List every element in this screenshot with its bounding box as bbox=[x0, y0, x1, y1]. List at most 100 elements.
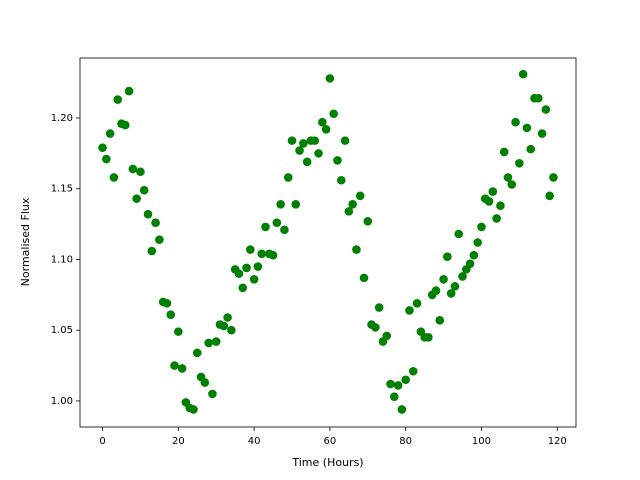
point bbox=[390, 392, 399, 402]
point bbox=[310, 136, 320, 145]
point bbox=[192, 348, 202, 358]
point bbox=[280, 225, 289, 235]
point bbox=[518, 69, 528, 79]
point bbox=[355, 191, 365, 201]
point bbox=[318, 117, 327, 127]
point bbox=[325, 74, 335, 83]
x-tick-label: 60 bbox=[324, 436, 337, 447]
point bbox=[128, 164, 138, 174]
point bbox=[344, 207, 354, 216]
point bbox=[272, 218, 282, 227]
point bbox=[109, 173, 119, 182]
point bbox=[238, 283, 248, 293]
y-tick-label: 1.15 bbox=[51, 184, 73, 195]
point bbox=[492, 214, 501, 223]
point bbox=[352, 245, 361, 254]
point bbox=[261, 222, 270, 232]
point bbox=[242, 263, 251, 273]
x-tick-label: 20 bbox=[172, 436, 185, 447]
point bbox=[401, 375, 410, 385]
point bbox=[424, 332, 433, 342]
point bbox=[382, 331, 392, 341]
point bbox=[105, 129, 115, 138]
point bbox=[507, 180, 517, 189]
point bbox=[143, 209, 153, 219]
point bbox=[484, 197, 494, 206]
y-axis-label: Normalised Flux bbox=[19, 197, 32, 286]
point bbox=[348, 199, 357, 209]
point bbox=[549, 173, 558, 182]
point bbox=[465, 259, 475, 269]
point bbox=[408, 366, 418, 376]
point bbox=[503, 173, 513, 182]
point bbox=[511, 117, 520, 127]
point bbox=[249, 274, 259, 284]
point bbox=[371, 323, 380, 332]
point bbox=[458, 272, 467, 281]
point bbox=[200, 378, 210, 387]
point bbox=[189, 405, 198, 414]
point bbox=[287, 136, 297, 145]
point bbox=[363, 216, 373, 226]
point bbox=[329, 109, 338, 119]
point bbox=[488, 187, 498, 196]
x-axis-label: Time (Hours) bbox=[291, 456, 363, 469]
point bbox=[98, 143, 107, 153]
x-tick-label: 120 bbox=[548, 436, 567, 447]
point bbox=[120, 120, 130, 130]
point bbox=[219, 321, 229, 331]
point bbox=[227, 325, 236, 335]
point bbox=[333, 156, 342, 165]
y-tick-label: 1.20 bbox=[51, 113, 73, 124]
point bbox=[454, 229, 464, 239]
point bbox=[314, 149, 323, 158]
point bbox=[541, 105, 551, 114]
point bbox=[499, 147, 509, 157]
x-tick-label: 100 bbox=[472, 436, 491, 447]
point bbox=[253, 262, 263, 271]
x-tick-label: 80 bbox=[399, 436, 412, 447]
point bbox=[136, 167, 145, 177]
point bbox=[469, 250, 479, 260]
point bbox=[246, 245, 255, 254]
point bbox=[234, 269, 244, 278]
point bbox=[166, 310, 176, 319]
point bbox=[155, 235, 164, 244]
point bbox=[204, 338, 213, 348]
point bbox=[450, 282, 460, 291]
point bbox=[211, 337, 221, 346]
point bbox=[208, 389, 217, 399]
point bbox=[162, 299, 172, 308]
point bbox=[223, 313, 232, 322]
point bbox=[397, 405, 407, 414]
point bbox=[174, 327, 183, 336]
x-tick-label: 0 bbox=[99, 436, 105, 447]
point bbox=[276, 199, 285, 209]
point bbox=[295, 146, 304, 155]
plot-frame bbox=[79, 57, 577, 428]
x-tick-label: 40 bbox=[248, 436, 261, 447]
point bbox=[102, 154, 111, 164]
point bbox=[302, 157, 312, 167]
point bbox=[291, 199, 301, 209]
point bbox=[336, 175, 346, 185]
point bbox=[431, 286, 441, 295]
point bbox=[147, 246, 157, 256]
point bbox=[177, 364, 187, 373]
point bbox=[132, 194, 141, 203]
point bbox=[340, 136, 350, 145]
point bbox=[443, 252, 452, 261]
point bbox=[496, 201, 505, 211]
point bbox=[386, 379, 395, 389]
point bbox=[533, 93, 543, 103]
point bbox=[268, 250, 278, 260]
y-tick-label: 1.10 bbox=[51, 254, 73, 265]
point bbox=[113, 95, 123, 104]
point bbox=[439, 274, 448, 284]
y-tick-label: 1.00 bbox=[51, 396, 73, 407]
point bbox=[435, 316, 445, 325]
point bbox=[393, 381, 403, 390]
point bbox=[522, 123, 532, 133]
